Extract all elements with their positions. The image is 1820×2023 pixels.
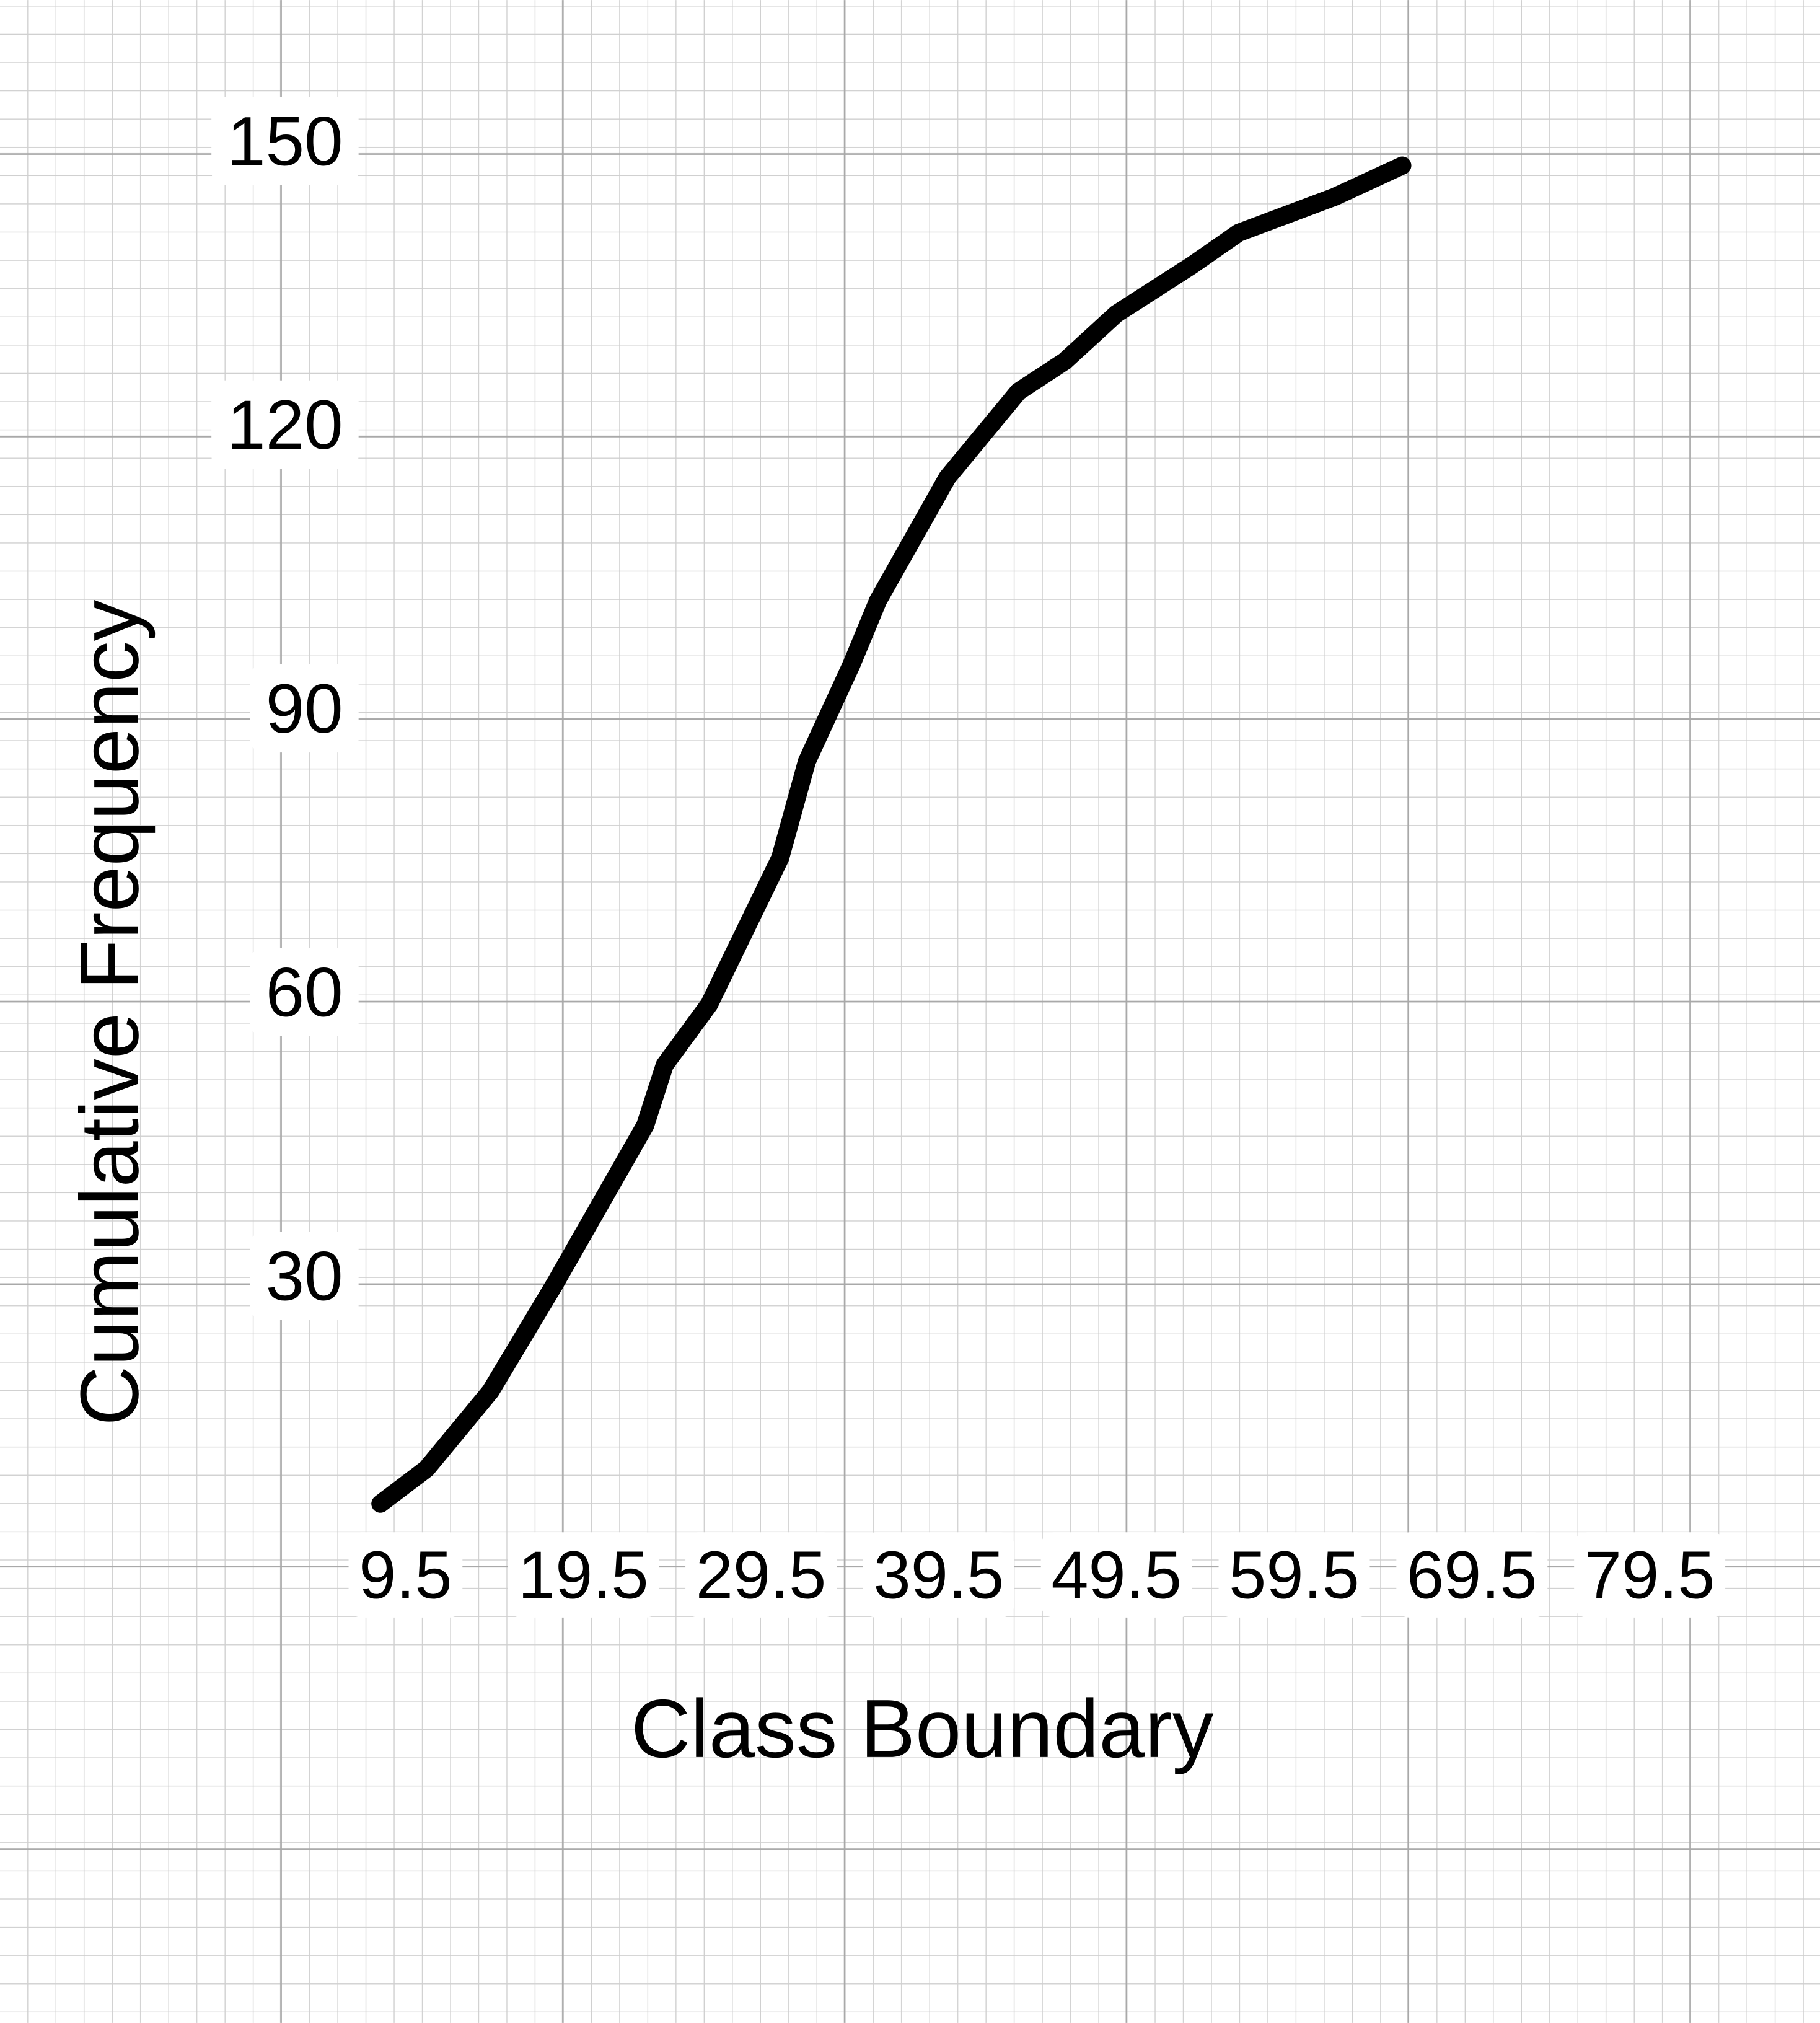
x-tick-label: 29.5 bbox=[696, 1538, 827, 1613]
tick-label-background bbox=[1218, 1532, 1370, 1618]
tick-label-background bbox=[1040, 1532, 1192, 1618]
tick-label-background bbox=[685, 1532, 837, 1618]
tick-label-background bbox=[250, 948, 359, 1036]
tick-label-background bbox=[508, 1532, 659, 1618]
y-tick-label: 150 bbox=[227, 102, 343, 180]
x-tick-label: 79.5 bbox=[1585, 1538, 1715, 1613]
x-tick-label: 49.5 bbox=[1051, 1538, 1182, 1613]
tick-label-background bbox=[1396, 1532, 1548, 1618]
tick-label-background bbox=[250, 664, 359, 753]
tick-label-background bbox=[348, 1532, 463, 1618]
x-tick-label: 39.5 bbox=[874, 1538, 1005, 1613]
x-axis-label: Class Boundary bbox=[631, 1683, 1214, 1775]
tick-label-background bbox=[211, 380, 359, 469]
x-tick-label: 19.5 bbox=[518, 1538, 649, 1613]
x-tick-label: 9.5 bbox=[359, 1538, 452, 1613]
x-tick-label: 59.5 bbox=[1229, 1538, 1360, 1613]
tick-label-background bbox=[250, 1231, 359, 1320]
y-tick-label: 120 bbox=[227, 386, 343, 464]
y-tick-label: 60 bbox=[266, 953, 343, 1031]
x-tick-label: 69.5 bbox=[1407, 1538, 1537, 1613]
tick-label-background bbox=[863, 1532, 1014, 1618]
y-tick-label: 30 bbox=[266, 1236, 343, 1315]
tick-label-background bbox=[1574, 1532, 1726, 1618]
y-axis-label: Cumulative Frequency bbox=[64, 599, 156, 1426]
tick-label-background bbox=[211, 96, 359, 185]
y-tick-label: 90 bbox=[266, 669, 343, 747]
ogive-line bbox=[371, 156, 1412, 1513]
plot: 30 60 90 120 150 9.5 19.5 29.5 39.5 49.5 59.5 69.5 7… bbox=[211, 96, 1726, 1618]
